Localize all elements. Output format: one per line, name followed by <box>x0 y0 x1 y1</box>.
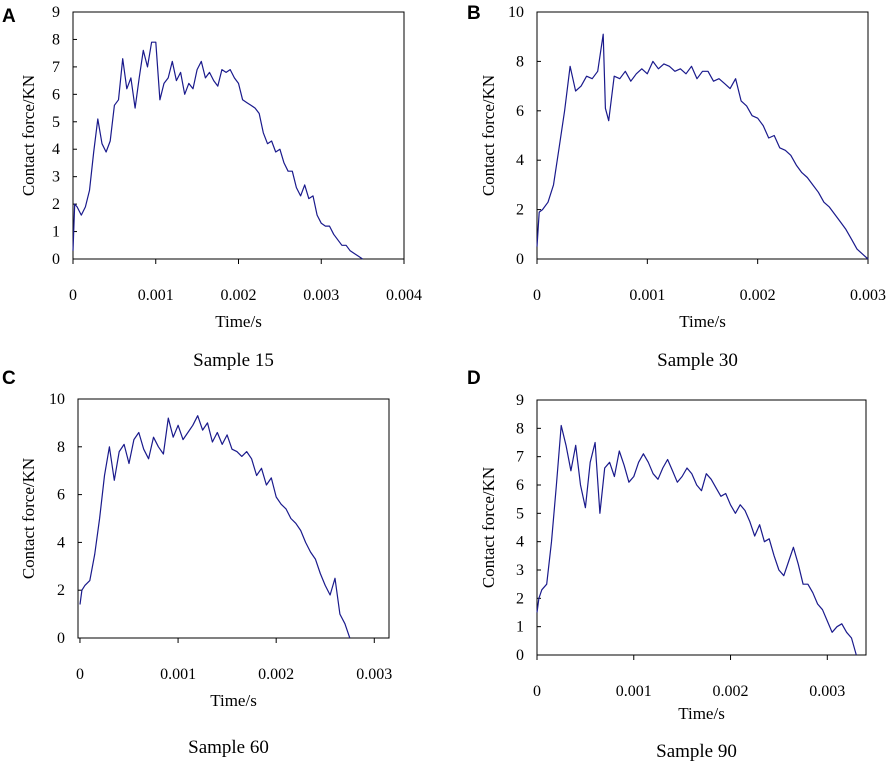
plot-frame <box>536 11 869 260</box>
x-axis-title: Time/s <box>215 312 262 331</box>
y-tick-label: 5 <box>516 505 524 522</box>
x-tick-label: 0.002 <box>258 666 294 683</box>
y-tick-label: 2 <box>516 590 524 607</box>
y-tick-label: 9 <box>52 4 60 21</box>
x-axis-title: Time/s <box>678 704 725 723</box>
panel-letter: C <box>2 368 16 389</box>
y-tick-label: 4 <box>57 534 65 551</box>
y-tick-label: 2 <box>52 196 60 213</box>
y-tick-label: 9 <box>516 392 524 409</box>
y-tick-label: 3 <box>516 562 524 579</box>
y-tick-label: 0 <box>57 630 65 647</box>
x-tick-label: 0 <box>533 287 541 304</box>
panel-letter: D <box>467 368 481 389</box>
y-tick-label: 5 <box>52 114 60 131</box>
series-line <box>79 415 351 639</box>
y-tick-label: 1 <box>516 619 524 636</box>
y-axis-title: Contact force/KN <box>19 75 38 196</box>
x-tick-label: 0.003 <box>356 666 392 683</box>
y-tick-label: 7 <box>516 449 524 466</box>
series-line <box>536 424 857 656</box>
y-tick-label: 2 <box>516 202 524 219</box>
x-tick-label: 0.001 <box>160 666 196 683</box>
y-axis-title: Contact force/KN <box>479 75 498 196</box>
x-tick-label: 0.002 <box>713 683 749 700</box>
y-tick-label: 10 <box>49 391 65 408</box>
y-tick-label: 0 <box>516 251 524 268</box>
y-tick-label: 6 <box>516 103 524 120</box>
x-tick-label: 0.004 <box>386 287 422 304</box>
chart-caption: Sample 15 <box>193 350 274 371</box>
chart-caption: Sample 30 <box>657 350 738 371</box>
y-tick-label: 8 <box>52 31 60 48</box>
y-axis-title: Contact force/KN <box>19 458 38 579</box>
x-axis-title: Time/s <box>210 691 257 710</box>
x-tick-label: 0.003 <box>850 287 886 304</box>
y-tick-label: 8 <box>57 439 65 456</box>
y-tick-label: 6 <box>516 477 524 494</box>
plot-frame <box>72 11 405 260</box>
y-tick-label: 6 <box>52 86 60 103</box>
y-axis-title: Contact force/KN <box>479 467 498 588</box>
panel-letter: A <box>2 6 16 27</box>
plot-frame <box>536 399 867 656</box>
x-tick-label: 0.001 <box>138 287 174 304</box>
x-tick-label: 0.002 <box>740 287 776 304</box>
series-line <box>536 33 869 260</box>
x-tick-label: 0 <box>69 287 77 304</box>
chart-caption: Sample 60 <box>188 737 269 758</box>
y-tick-label: 7 <box>52 59 60 76</box>
y-tick-label: 4 <box>516 534 524 551</box>
x-tick-label: 0 <box>533 683 541 700</box>
y-tick-label: 1 <box>52 224 60 241</box>
x-tick-label: 0.001 <box>616 683 652 700</box>
x-tick-label: 0 <box>76 666 84 683</box>
y-tick-label: 4 <box>52 141 60 158</box>
x-tick-label: 0.001 <box>629 287 665 304</box>
y-tick-label: 8 <box>516 420 524 437</box>
y-tick-label: 10 <box>508 4 524 21</box>
chart-caption: Sample 90 <box>656 741 737 762</box>
x-tick-label: 0.003 <box>809 683 845 700</box>
y-tick-label: 2 <box>57 582 65 599</box>
y-tick-label: 0 <box>52 251 60 268</box>
x-tick-label: 0.003 <box>303 287 339 304</box>
y-tick-label: 6 <box>57 487 65 504</box>
x-tick-label: 0.002 <box>221 287 257 304</box>
plot-frame <box>77 398 390 639</box>
x-axis-title: Time/s <box>679 312 726 331</box>
y-tick-label: 8 <box>516 53 524 70</box>
y-tick-label: 4 <box>516 152 524 169</box>
series-line <box>72 41 363 260</box>
y-tick-label: 3 <box>52 169 60 186</box>
y-tick-label: 0 <box>516 647 524 664</box>
panel-letter: B <box>467 3 481 24</box>
